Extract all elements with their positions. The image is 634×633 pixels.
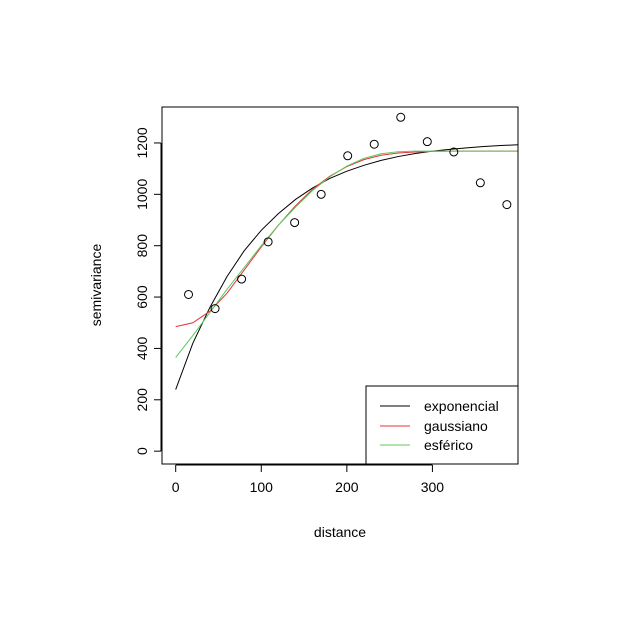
x-tick-label: 200	[335, 479, 359, 495]
x-tick-label: 100	[250, 479, 274, 495]
series-line-exponencial	[175, 144, 518, 390]
legend-box	[365, 385, 519, 465]
series-line-esferico	[175, 150, 518, 358]
data-point	[290, 218, 300, 228]
y-tick-label: 1200	[134, 127, 150, 158]
y-tick-label: 1000	[134, 179, 150, 210]
data-point	[237, 274, 247, 284]
y-axis-title: semivariance	[88, 244, 104, 327]
y-tick-label: 0	[134, 447, 150, 455]
data-points	[184, 112, 512, 314]
data-point	[210, 304, 220, 314]
data-point	[184, 289, 194, 299]
data-point	[475, 178, 485, 188]
plot-frame	[161, 106, 519, 465]
legend-label-gaussiano: gaussiano	[424, 418, 488, 434]
legend-label-exponencial: exponencial	[424, 398, 499, 414]
plot-area	[175, 112, 518, 390]
y-axis: 0 200 400 600 800 1000 1200	[134, 127, 162, 455]
data-point	[396, 112, 406, 122]
data-point	[343, 151, 353, 161]
x-tick-label: 300	[421, 479, 445, 495]
y-tick-label: 400	[134, 337, 150, 361]
data-point	[422, 137, 432, 147]
legend-label-esferico: esférico	[424, 437, 473, 453]
data-point	[449, 147, 459, 157]
data-point	[263, 237, 273, 247]
x-axis-title: distance	[314, 524, 366, 540]
series-lines	[175, 144, 518, 390]
data-point	[369, 139, 379, 149]
x-axis: 0 100 200 300	[172, 464, 445, 495]
y-tick-label: 200	[134, 388, 150, 412]
data-point	[502, 200, 512, 210]
legend: exponencial gaussiano esférico	[365, 385, 519, 465]
x-tick-label: 0	[172, 479, 180, 495]
data-point	[316, 189, 326, 199]
y-tick-label: 600	[134, 285, 150, 309]
y-tick-label: 800	[134, 234, 150, 258]
